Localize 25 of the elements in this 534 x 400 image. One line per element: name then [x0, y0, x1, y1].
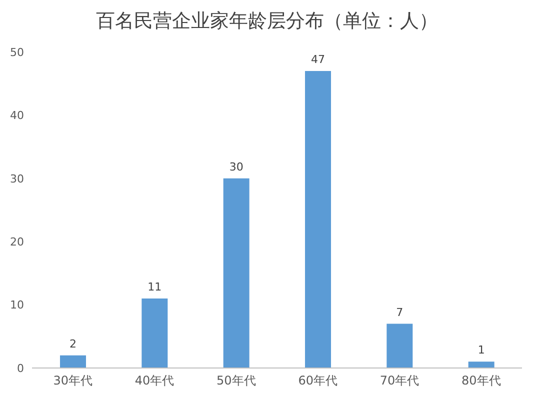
data-label: 1 [478, 344, 485, 357]
data-label: 7 [396, 306, 404, 319]
y-tick-label: 10 [10, 298, 24, 312]
y-tick-label: 50 [10, 46, 24, 59]
chart-title: 百名民营企业家年龄层分布（单位：人） [95, 9, 439, 34]
data-label: 11 [148, 280, 162, 294]
data-label: 47 [311, 52, 325, 66]
bar [60, 355, 86, 368]
bar [386, 324, 413, 368]
bar [223, 178, 250, 368]
y-tick-label: 30 [10, 172, 24, 186]
x-tick-label: 40年代 [134, 374, 174, 388]
x-tick-label: 70年代 [380, 374, 420, 388]
bar [468, 362, 494, 368]
bar [142, 298, 168, 368]
x-tick-label: 80年代 [462, 374, 501, 388]
x-tick-label: 30年代 [53, 374, 92, 388]
y-tick-label: 0 [17, 362, 24, 375]
y-tick-label: 40 [10, 109, 24, 122]
y-tick-label: 20 [10, 236, 24, 249]
data-label: 30 [229, 160, 244, 174]
bar [305, 70, 331, 368]
x-tick-label: 50年代 [216, 374, 256, 388]
x-tick-label: 60年代 [298, 374, 338, 388]
data-label: 2 [70, 337, 76, 350]
